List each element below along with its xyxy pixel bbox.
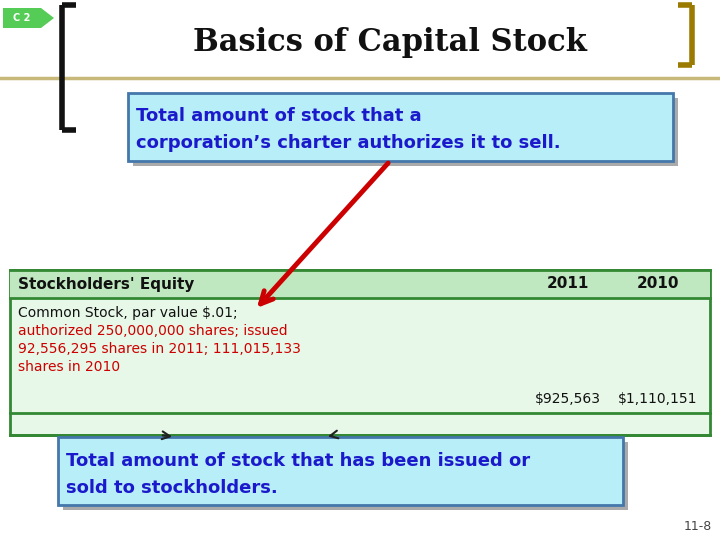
Text: 2011: 2011 (546, 276, 589, 292)
FancyBboxPatch shape (133, 98, 678, 166)
Text: 11-8: 11-8 (684, 520, 712, 533)
Text: Total amount of stock that has been issued or: Total amount of stock that has been issu… (66, 452, 530, 470)
Bar (10, 270, 710, 298)
Text: Stockholders' Equity: Stockholders' Equity (18, 276, 194, 292)
Bar (10, 270, 710, 435)
FancyBboxPatch shape (58, 437, 623, 505)
FancyBboxPatch shape (63, 442, 628, 510)
Text: shares in 2010: shares in 2010 (18, 360, 120, 374)
Text: Basics of Capital Stock: Basics of Capital Stock (193, 26, 587, 57)
Text: Common Stock, par value $.01;: Common Stock, par value $.01; (18, 306, 238, 320)
Text: C 2: C 2 (13, 13, 31, 23)
Text: $1,110,151: $1,110,151 (618, 392, 698, 406)
Text: sold to stockholders.: sold to stockholders. (66, 479, 278, 497)
Text: corporation’s charter authorizes it to sell.: corporation’s charter authorizes it to s… (136, 134, 561, 152)
Text: 2010: 2010 (636, 276, 679, 292)
Bar (3, 8, 41, 28)
Text: 92,556,295 shares in 2011; 111,015,133: 92,556,295 shares in 2011; 111,015,133 (18, 342, 301, 356)
Text: Total amount of stock that a: Total amount of stock that a (136, 107, 422, 125)
FancyBboxPatch shape (128, 93, 673, 161)
Text: $925,563: $925,563 (535, 392, 601, 406)
Polygon shape (41, 8, 54, 28)
Text: authorized 250,000,000 shares; issued: authorized 250,000,000 shares; issued (18, 324, 287, 338)
